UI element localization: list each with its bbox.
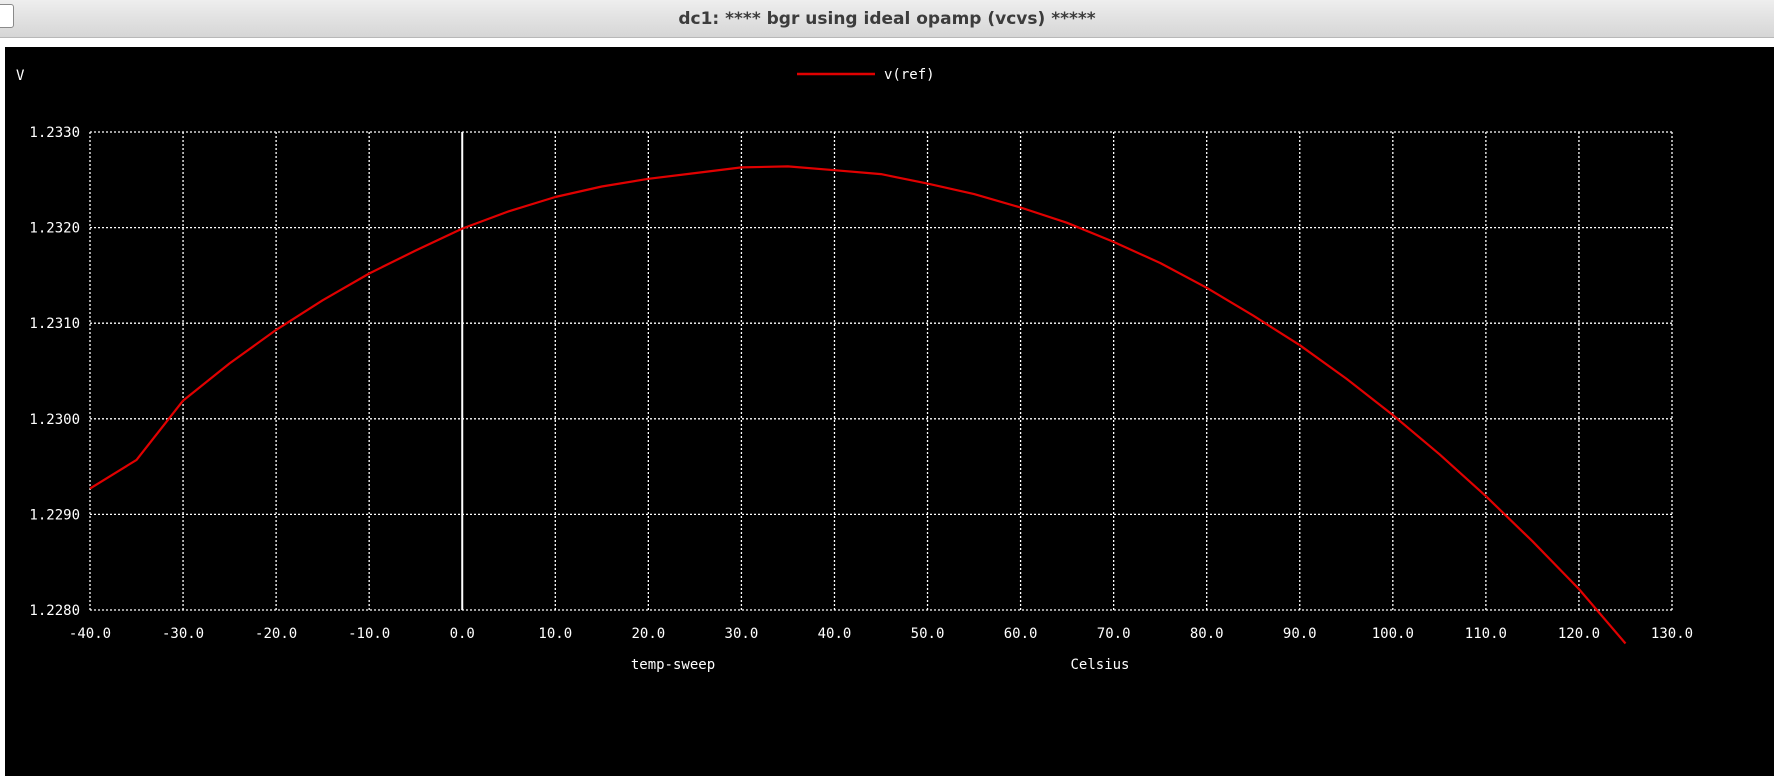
plot-area[interactable]: -40.0 -30.0 -20.0 -10.0 0.0 10.0 20.0 30.0 40.0 5…: [5, 47, 1774, 776]
x-tick-label: -20.0: [255, 626, 297, 642]
legend: v(ref): [797, 67, 935, 83]
y-axis-label: V: [16, 68, 25, 84]
series-line-v-ref: [89, 165, 1627, 645]
x-axis-label: temp-sweep: [631, 657, 715, 673]
x-tick-label: 90.0: [1283, 626, 1317, 642]
x-tick-label: 0.0: [450, 626, 475, 642]
x-tick-label: -40.0: [69, 626, 111, 642]
x-tick-label: 80.0: [1190, 626, 1224, 642]
series: [89, 165, 1627, 645]
legend-label: v(ref): [884, 67, 935, 83]
x-axis-unit: Celsius: [1070, 657, 1129, 673]
window-title: dc1: **** bgr using ideal opamp (vcvs) *…: [678, 9, 1096, 29]
x-tick-label: 70.0: [1097, 626, 1131, 642]
y-tick-label: 1.2300: [29, 412, 80, 428]
y-tick-label: 1.2310: [29, 316, 80, 332]
chart-svg: -40.0 -30.0 -20.0 -10.0 0.0 10.0 20.0 30.0 40.0 5…: [16, 67, 1693, 673]
x-tick-label: -10.0: [348, 626, 390, 642]
x-tick-label: 100.0: [1372, 626, 1414, 642]
window-menu-button[interactable]: [0, 4, 14, 28]
x-tick-label: 50.0: [911, 626, 945, 642]
x-tick-label: 110.0: [1465, 626, 1507, 642]
x-tick-label: 40.0: [818, 626, 852, 642]
y-tick-label: 1.2280: [29, 603, 80, 619]
grid: [89, 131, 1673, 611]
y-tick-label: 1.2320: [29, 221, 80, 237]
x-tick-label: 130.0: [1651, 626, 1693, 642]
x-tick-label: 60.0: [1004, 626, 1038, 642]
axes: -40.0 -30.0 -20.0 -10.0 0.0 10.0 20.0 30.0 40.0 5…: [29, 125, 1693, 642]
window-titlebar[interactable]: dc1: **** bgr using ideal opamp (vcvs) *…: [0, 0, 1774, 38]
x-tick-label: 30.0: [725, 626, 759, 642]
x-tick-label: 10.0: [538, 626, 572, 642]
y-tick-label: 1.2330: [29, 125, 80, 141]
x-tick-label: -30.0: [162, 626, 204, 642]
x-tick-label: 120.0: [1558, 626, 1600, 642]
y-tick-label: 1.2290: [29, 507, 80, 523]
x-tick-label: 20.0: [631, 626, 665, 642]
